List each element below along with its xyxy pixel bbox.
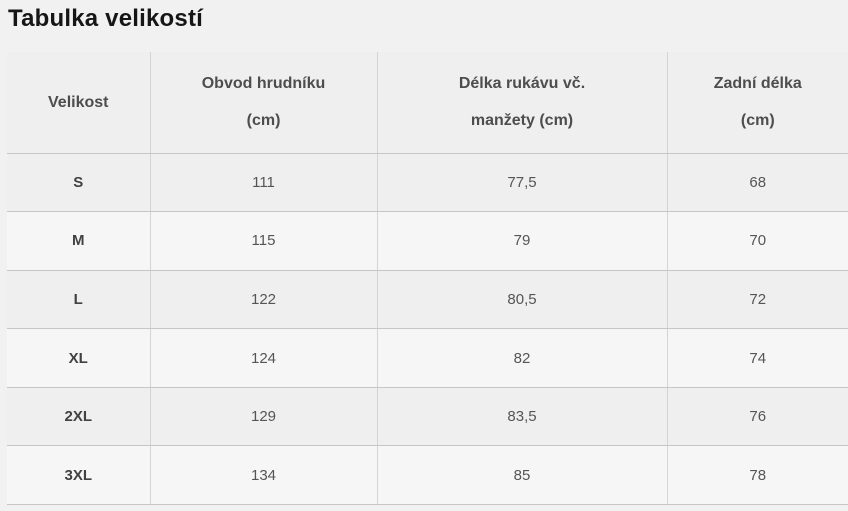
size-table-container: Velikost Obvod hrudníku (cm) Délka rukáv… [0, 52, 848, 506]
col-header-zadni-line1: Zadní délka [713, 75, 802, 93]
col-header-zadni-line2: (cm) [740, 112, 775, 130]
col-header-velikost: Velikost [7, 52, 151, 154]
size-table-body: S 111 77,5 68 M 115 79 70 L 122 80,5 72 … [7, 153, 848, 506]
col-header-rukav-line1: Délka rukávu vč. [458, 75, 586, 93]
chest-value: 129 [150, 387, 378, 447]
sleeve-value: 85 [377, 445, 668, 506]
back-value: 72 [667, 270, 848, 330]
col-header-zadni-delka: Zadní délka (cm) [667, 52, 848, 154]
col-header-obvod-hrudniku: Obvod hrudníku (cm) [150, 52, 378, 154]
chest-value: 115 [150, 211, 378, 271]
table-row-s: S 111 77,5 68 [7, 153, 848, 213]
page-title: Tabulka velikostí [8, 5, 204, 32]
table-row-3xl: 3XL 134 85 78 [7, 445, 848, 506]
back-value: 76 [667, 387, 848, 447]
sleeve-value: 80,5 [377, 270, 668, 330]
header-row: Velikost Obvod hrudníku (cm) Délka rukáv… [7, 52, 848, 154]
back-value: 68 [667, 153, 848, 213]
table-row-l: L 122 80,5 72 [7, 270, 848, 330]
table-row-2xl: 2XL 129 83,5 76 [7, 387, 848, 447]
size-label: XL [7, 328, 151, 388]
sleeve-value: 77,5 [377, 153, 668, 213]
col-header-rukav-line2: manžety (cm) [470, 112, 574, 130]
size-table: Velikost Obvod hrudníku (cm) Délka rukáv… [7, 52, 848, 506]
back-value: 74 [667, 328, 848, 388]
chest-value: 122 [150, 270, 378, 330]
col-header-delka-rukavu: Délka rukávu vč. manžety (cm) [377, 52, 668, 154]
back-value: 78 [667, 445, 848, 506]
chest-value: 111 [150, 153, 378, 213]
size-label: L [7, 270, 151, 330]
chest-value: 124 [150, 328, 378, 388]
sleeve-value: 82 [377, 328, 668, 388]
chest-value: 134 [150, 445, 378, 506]
size-table-header: Velikost Obvod hrudníku (cm) Délka rukáv… [7, 52, 848, 154]
size-label: 3XL [7, 445, 151, 506]
table-row-m: M 115 79 70 [7, 211, 848, 271]
col-header-obvod-line2: (cm) [246, 112, 281, 130]
sleeve-value: 83,5 [377, 387, 668, 447]
col-header-obvod-line1: Obvod hrudníku [201, 75, 326, 93]
sleeve-value: 79 [377, 211, 668, 271]
size-label: M [7, 211, 151, 271]
col-header-velikost-label: Velikost [48, 93, 109, 111]
back-value: 70 [667, 211, 848, 271]
table-row-xl: XL 124 82 74 [7, 328, 848, 388]
size-label: S [7, 153, 151, 213]
size-label: 2XL [7, 387, 151, 447]
